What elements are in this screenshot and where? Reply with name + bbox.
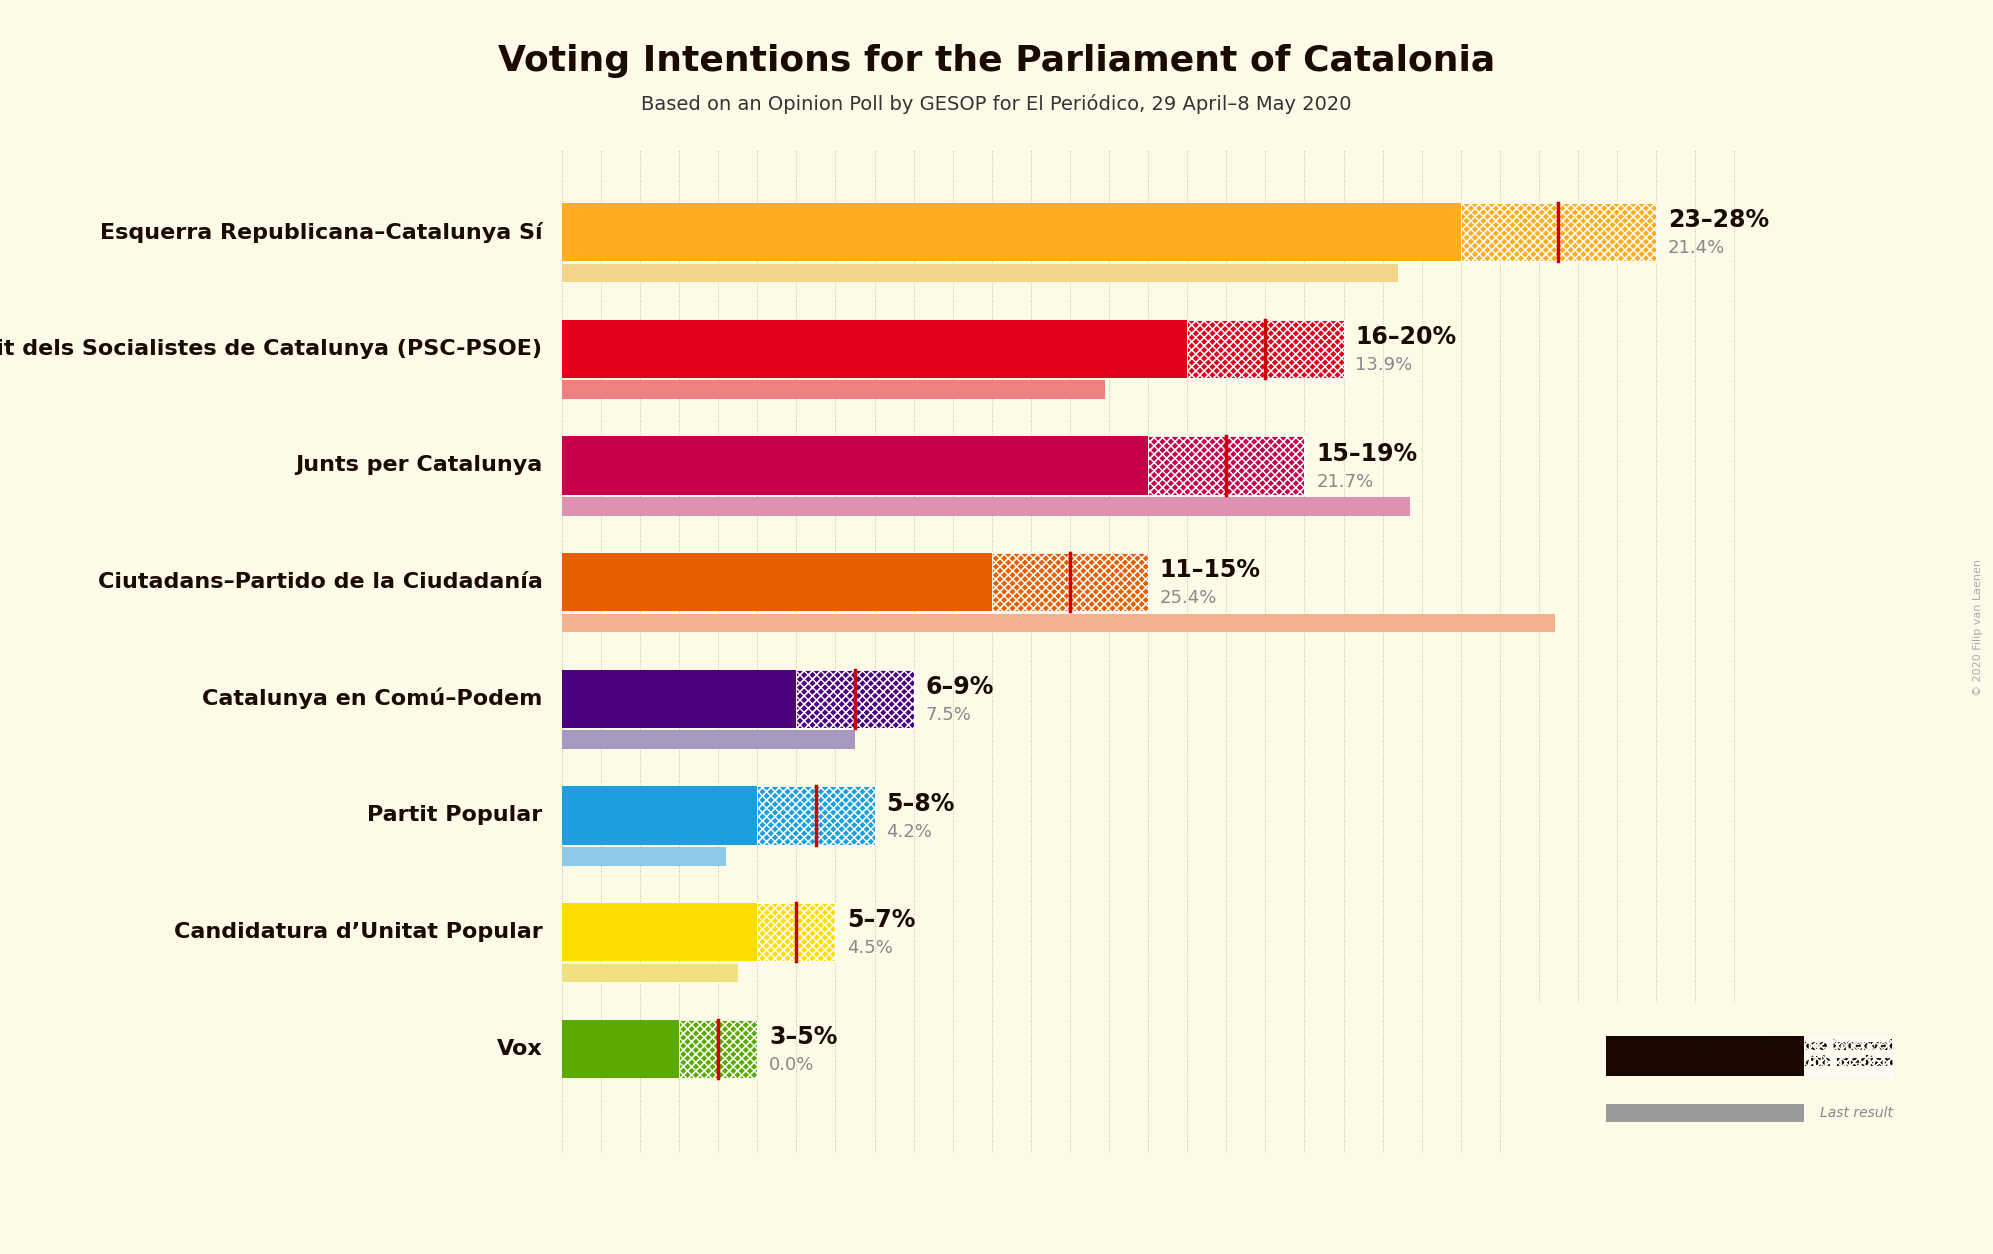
Bar	[797, 670, 913, 727]
Text: 0.0%: 0.0%	[769, 1056, 815, 1073]
Bar	[562, 203, 1656, 261]
Text: Catalunya en Comú–Podem: Catalunya en Comú–Podem	[201, 688, 542, 710]
Bar	[562, 730, 855, 749]
Bar	[1461, 203, 1656, 261]
Bar	[993, 553, 1148, 611]
Bar	[562, 903, 835, 962]
Text: © 2020 Filip van Laenen: © 2020 Filip van Laenen	[1973, 558, 1983, 696]
Bar	[993, 553, 1148, 611]
Bar	[1606, 1036, 1804, 1076]
Bar	[1188, 320, 1343, 377]
Bar	[562, 846, 725, 865]
Text: 5–7%: 5–7%	[847, 908, 915, 933]
Text: 23–28%: 23–28%	[1668, 208, 1770, 232]
Bar	[797, 670, 913, 727]
Bar	[562, 553, 1148, 611]
Bar	[562, 1020, 757, 1078]
Text: 11–15%: 11–15%	[1160, 558, 1262, 582]
Text: 3–5%: 3–5%	[769, 1025, 837, 1050]
Text: 21.7%: 21.7%	[1315, 473, 1373, 490]
Text: 16–20%: 16–20%	[1355, 325, 1457, 349]
Text: Candidatura d’Unitat Popular: Candidatura d’Unitat Popular	[173, 922, 542, 942]
Text: Based on an Opinion Poll by GESOP for El Periódico, 29 April–8 May 2020: Based on an Opinion Poll by GESOP for El…	[642, 94, 1351, 114]
Text: Ciutadans–Partido de la Ciudadanía: Ciutadans–Partido de la Ciudadanía	[98, 572, 542, 592]
Bar	[1148, 436, 1305, 494]
Text: 15–19%: 15–19%	[1315, 441, 1417, 465]
Bar	[562, 380, 1106, 399]
Bar	[680, 1020, 757, 1078]
Text: 95% confidence interval
with median: 95% confidence interval with median	[1704, 1038, 1893, 1068]
Text: Junts per Catalunya: Junts per Catalunya	[295, 455, 542, 475]
Bar	[1148, 436, 1305, 494]
Text: 6–9%: 6–9%	[925, 675, 995, 698]
Text: 7.5%: 7.5%	[925, 706, 971, 724]
Text: Voting Intentions for the Parliament of Catalonia: Voting Intentions for the Parliament of …	[498, 44, 1495, 78]
Bar	[757, 903, 835, 962]
Bar	[757, 786, 875, 844]
Text: 4.5%: 4.5%	[847, 939, 893, 957]
Bar	[1804, 1036, 1893, 1076]
Bar	[562, 320, 1343, 377]
Text: Vox: Vox	[496, 1038, 542, 1058]
Bar	[562, 436, 1305, 494]
Bar	[680, 1020, 757, 1078]
Bar	[757, 903, 835, 962]
Bar	[562, 613, 1555, 632]
Text: 21.4%: 21.4%	[1668, 240, 1726, 257]
Bar	[562, 670, 913, 727]
Bar	[562, 263, 1399, 282]
Bar	[562, 786, 875, 844]
Bar	[562, 963, 737, 982]
Text: 13.9%: 13.9%	[1355, 356, 1413, 374]
Bar	[1606, 1104, 1804, 1121]
Bar	[562, 497, 1409, 515]
Bar	[1461, 203, 1656, 261]
Bar	[1804, 1036, 1893, 1076]
Text: 25.4%: 25.4%	[1160, 589, 1218, 607]
Text: Partit Popular: Partit Popular	[367, 805, 542, 825]
Text: 4.2%: 4.2%	[887, 823, 933, 840]
Text: 5–8%: 5–8%	[887, 791, 955, 815]
Bar	[1188, 320, 1343, 377]
Bar	[757, 786, 875, 844]
Text: Esquerra Republicana–Catalunya Sí: Esquerra Republicana–Catalunya Sí	[100, 222, 542, 242]
Text: Last result: Last result	[1820, 1106, 1893, 1120]
Text: Partit dels Socialistes de Catalunya (PSC-PSOE): Partit dels Socialistes de Catalunya (PS…	[0, 339, 542, 359]
